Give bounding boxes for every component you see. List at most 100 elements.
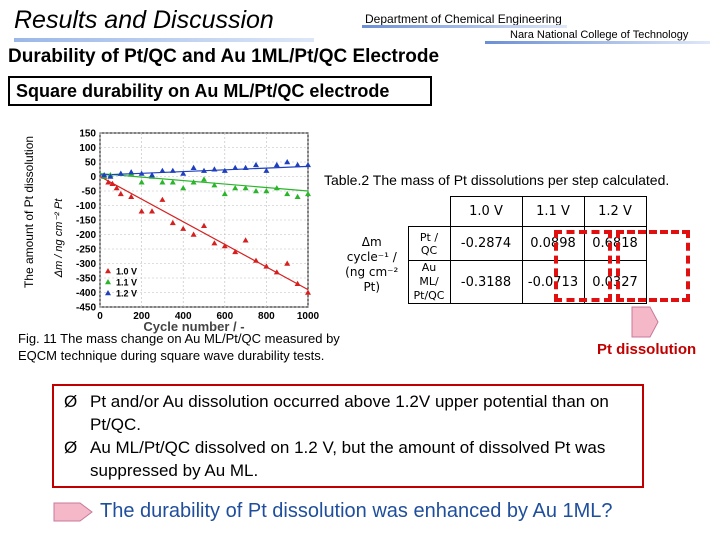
data-point [284,159,291,165]
data-points [101,159,311,295]
data-point [263,263,270,269]
subtitle: Durability of Pt/QC and Au 1ML/Pt/QC Ele… [8,46,440,67]
data-point [128,193,135,199]
data-point [253,257,259,263]
data-point [159,179,166,185]
outer-y-axis-label: The amount of Pt dissolution [22,135,36,288]
bullet-2: Ø Au ML/Pt/QC dissolved on 1.2 V, but th… [64,436,634,482]
y-tick-label: 100 [79,143,96,154]
y-axis-label: Δm / ng cm⁻² Pt [53,198,65,279]
data-point [107,173,114,179]
data-point [201,176,207,182]
data-point [232,164,239,170]
data-point [105,179,112,185]
data-point [159,196,166,202]
data-point [149,208,155,214]
data-point [101,172,108,178]
department-label: Department of Chemical Engineering [365,12,562,26]
data-point [109,180,116,186]
data-point [138,170,145,176]
y-tick-label: -100 [76,201,96,212]
page-title: Results and Discussion [14,6,274,34]
data-point [305,289,311,295]
legend-label: 1.0 V [116,267,137,277]
y-tick-label: -350 [76,274,96,285]
legend-marker [105,268,111,274]
header-underline-2 [485,41,710,44]
data-point [211,166,218,172]
x-tick-label: 0 [97,311,103,322]
data-point [232,248,239,255]
col-header-1-2V: 1.2 V [583,196,647,227]
x-tick-label: 1000 [297,311,320,322]
y-tick-label: -50 [82,187,97,198]
data-point [190,179,197,185]
y-tick-label: 150 [79,129,96,140]
data-point [253,161,259,168]
pt-dissolution-callout: Pt dissolution [597,341,697,358]
col-header-1-0V: 1.0 V [449,196,523,227]
legend-marker [105,279,111,285]
dissolution-chart: 150 100 50 0 -50 -100 -150 -200 -250 -300 -350 -400… [53,129,320,335]
data-point [294,161,301,168]
data-point [201,222,207,228]
data-point [117,170,124,176]
data-point [305,190,311,197]
data-point [273,269,280,275]
mass-table: 1.0 V 1.1 V 1.2 V Δm cycle⁻¹ / (ng cm⁻² … [336,196,647,304]
down-arrow-icon [631,306,659,338]
cell-ptqc-1-0: -0.2874 [449,226,523,261]
data-point [201,167,207,173]
data-point [221,167,228,173]
y-tick-label: -250 [76,245,96,256]
cell-auml-1-2: 0.0327 [583,260,647,304]
legend: 1.0 V1.1 V1.2 V [105,267,137,299]
data-point [263,167,270,173]
data-point [284,260,291,266]
x-tick-label: 600 [216,311,233,322]
highlight-1-2V [616,230,690,302]
table-corner [336,197,408,227]
x-tick-label: 800 [258,311,275,322]
findings-box: Ø Pt and/or Au dissolution occurred abov… [52,384,644,488]
arrow-bullet-icon: Ø [64,392,78,411]
trend-line [99,173,309,192]
figure-caption: Fig. 11 The mass change on Au ML/Pt/QC m… [18,331,340,363]
data-point [190,231,197,237]
data-point [284,190,291,197]
data-point [149,172,155,178]
data-point [294,193,301,199]
y-tick-label: -200 [76,230,96,241]
data-point [242,237,249,243]
x-axis-label: Cycle number / - [143,319,244,334]
title-underline [14,38,314,42]
col-header-1-1V: 1.1 V [521,196,585,227]
data-point [273,185,280,191]
section-title: Square durability on Au ML/Pt/QC electro… [8,76,432,106]
table-corner-2 [408,196,451,227]
data-point [169,179,176,185]
data-point [211,240,218,246]
data-point [159,167,166,173]
legend-label: 1.2 V [116,289,137,299]
data-point [117,190,124,197]
legend-label: 1.1 V [116,278,137,288]
bullet-text-2: Au ML/Pt/QC dissolved on 1.2 V, but the … [90,438,606,480]
data-point [190,164,197,170]
y-tick-label: 50 [85,158,97,169]
data-point [294,280,301,286]
y-tick-label: -150 [76,216,96,227]
trend-line [99,175,309,291]
data-point [138,208,145,214]
table-caption: Table.2 The mass of Pt dissolutions per … [324,172,670,188]
data-point [138,179,145,185]
college-label: Nara National College of Technology [510,29,689,41]
highlight-1-1V [554,230,612,302]
y-tick-label: -300 [76,259,96,270]
data-point [242,164,249,170]
data-point [221,190,228,197]
x-tick-label: 200 [133,311,150,322]
data-point [273,161,280,168]
y-tick-label: 0 [90,172,96,183]
row-header-dm: Δm cycle⁻¹ / (ng cm⁻² Pt) [345,235,399,294]
